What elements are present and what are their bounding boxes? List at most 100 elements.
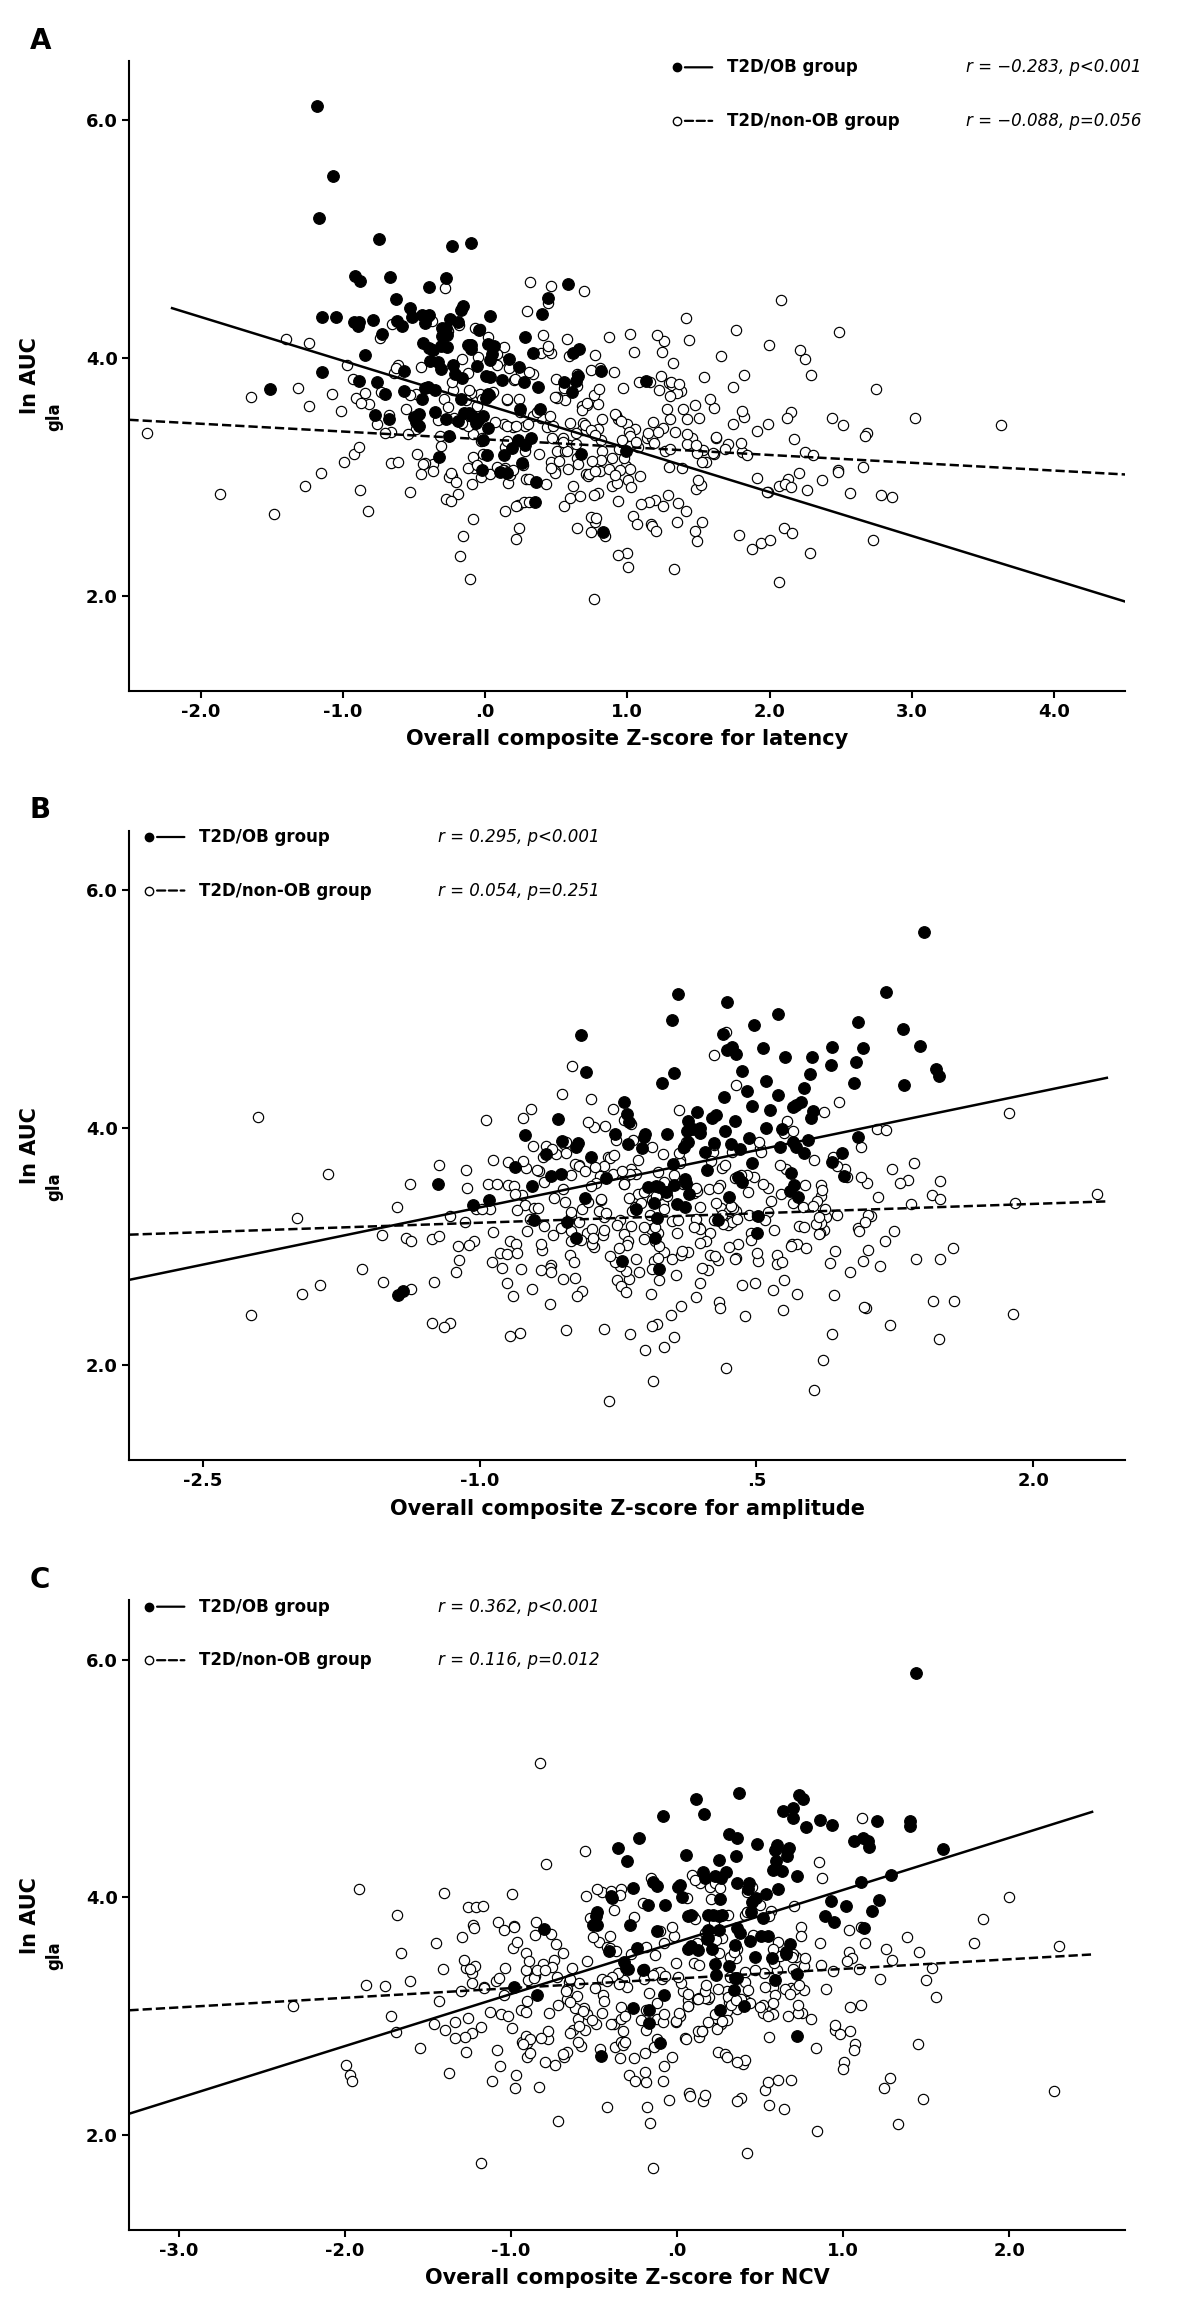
Point: [460, 371, 479, 408]
Point: [530, 435, 548, 472]
Point: [585, 378, 604, 415]
Point: [350, 303, 369, 340]
Point: [539, 2013, 558, 2050]
Point: [299, 324, 318, 361]
Point: [578, 1943, 597, 1980]
Point: [746, 1265, 765, 1302]
Point: [717, 2038, 736, 2075]
Point: [605, 1892, 624, 1929]
Point: [383, 306, 402, 343]
Point: [494, 329, 513, 366]
Point: [533, 1137, 552, 1174]
Point: [589, 475, 608, 512]
Point: [656, 1174, 675, 1211]
Point: [453, 340, 472, 378]
Point: [795, 1209, 814, 1246]
Point: [457, 382, 476, 419]
Point: [738, 1892, 756, 1929]
Point: [593, 514, 612, 551]
Point: [696, 1980, 715, 2017]
Point: [930, 1320, 949, 1357]
Point: [621, 1156, 639, 1193]
Point: [423, 331, 442, 368]
Point: [511, 394, 530, 431]
Point: [442, 459, 461, 496]
Point: [664, 551, 683, 588]
Point: [509, 422, 528, 459]
Point: [608, 1955, 626, 1992]
Point: [804, 435, 823, 472]
Point: [531, 1225, 550, 1262]
Point: [599, 1934, 618, 1971]
Point: [749, 1123, 768, 1160]
Point: [452, 1973, 470, 2010]
Point: [410, 408, 429, 445]
Point: [716, 1853, 735, 1890]
Point: [619, 461, 638, 498]
Point: [703, 1100, 722, 1137]
Point: [745, 1158, 764, 1195]
Point: [582, 1082, 600, 1119]
Point: [585, 1227, 604, 1265]
Point: [513, 2024, 532, 2061]
Point: [710, 2003, 729, 2040]
Point: [726, 1959, 745, 1996]
Point: [527, 1950, 546, 1987]
Point: [649, 1251, 668, 1288]
Point: [677, 299, 696, 336]
Point: [433, 310, 452, 347]
Point: [580, 456, 599, 493]
Point: [592, 1959, 611, 1996]
Point: [787, 1938, 806, 1976]
Point: [483, 1142, 502, 1179]
Point: [447, 1253, 466, 1290]
Point: [747, 1234, 766, 1271]
Point: [760, 521, 779, 558]
Point: [457, 1170, 476, 1207]
Point: [311, 454, 330, 491]
Point: [667, 2001, 686, 2038]
Point: [381, 259, 400, 296]
Point: [799, 1121, 818, 1158]
Point: [481, 359, 500, 396]
Point: [748, 1197, 767, 1234]
Point: [840, 475, 859, 512]
Point: [792, 1908, 811, 1945]
Point: [775, 466, 794, 503]
Point: [661, 1297, 680, 1334]
Point: [455, 394, 474, 431]
Point: [557, 1135, 576, 1172]
Point: [790, 1776, 808, 1813]
Point: [284, 1987, 303, 2024]
Point: [539, 1994, 558, 2031]
Point: [686, 1170, 704, 1207]
Point: [600, 1239, 619, 1276]
Point: [821, 1047, 840, 1084]
Point: [853, 1820, 872, 1857]
Point: [518, 1211, 537, 1248]
Point: [587, 1897, 606, 1934]
Point: [540, 396, 559, 433]
Point: [716, 1146, 735, 1183]
Point: [518, 1982, 537, 2020]
Point: [790, 1966, 808, 2003]
Point: [358, 493, 377, 530]
Point: [637, 1929, 656, 1966]
Point: [641, 2105, 660, 2142]
Point: [457, 1950, 476, 1987]
Point: [556, 1183, 574, 1221]
Point: [725, 1985, 743, 2022]
Point: [782, 1938, 801, 1976]
Point: [610, 452, 629, 489]
Point: [733, 1163, 752, 1200]
Point: [429, 401, 448, 438]
Point: [532, 2020, 551, 2057]
Point: [527, 1904, 546, 1941]
Point: [764, 1271, 782, 1309]
Point: [479, 375, 498, 412]
Point: [480, 378, 499, 415]
Point: [630, 1820, 649, 1857]
Point: [506, 1177, 525, 1214]
Point: [578, 1102, 597, 1139]
Point: [717, 1012, 736, 1049]
